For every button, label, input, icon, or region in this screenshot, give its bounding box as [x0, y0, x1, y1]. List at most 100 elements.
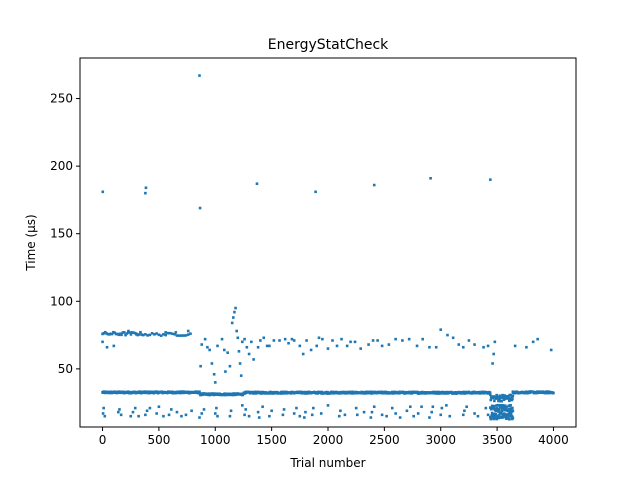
data-point	[198, 206, 202, 210]
data-point	[228, 364, 232, 368]
data-point	[303, 416, 306, 419]
data-point	[216, 414, 219, 418]
data-point	[290, 337, 294, 341]
data-point	[326, 404, 330, 407]
data-point	[429, 177, 432, 180]
data-point	[125, 332, 129, 335]
data-point	[241, 340, 244, 344]
data-point	[498, 394, 502, 398]
data-point	[497, 407, 501, 411]
data-point	[499, 403, 503, 407]
data-point	[486, 413, 490, 417]
data-point	[198, 390, 201, 393]
data-point	[255, 182, 259, 185]
data-point	[372, 183, 376, 187]
data-point	[116, 332, 119, 336]
data-point	[511, 406, 514, 410]
data-point	[155, 332, 158, 335]
data-point	[202, 408, 206, 411]
data-point	[502, 405, 506, 408]
data-point	[398, 416, 402, 419]
data-point	[119, 332, 122, 336]
data-point	[511, 415, 514, 419]
data-point	[162, 333, 165, 336]
data-point	[175, 334, 179, 337]
data-point	[261, 405, 264, 409]
data-point	[367, 343, 370, 346]
data-point	[144, 191, 147, 195]
data-point	[101, 190, 105, 194]
data-point	[380, 413, 384, 417]
data-point	[212, 372, 216, 376]
data-point	[247, 352, 251, 356]
data-point	[268, 414, 271, 418]
data-point	[509, 393, 513, 397]
data-point	[489, 178, 492, 181]
data-point	[186, 329, 190, 333]
data-point	[270, 409, 273, 413]
data-point	[461, 345, 465, 349]
data-point	[106, 332, 110, 336]
y-axis-ticks: 50 100 150 200 250	[50, 92, 80, 376]
data-point	[295, 406, 298, 410]
data-point	[493, 340, 497, 344]
data-point	[505, 417, 508, 421]
data-point	[371, 339, 375, 342]
data-point	[362, 410, 366, 414]
data-point	[503, 404, 507, 407]
data-point	[144, 413, 147, 417]
data-point	[184, 413, 188, 417]
data-point	[155, 412, 158, 415]
data-point	[467, 339, 471, 342]
data-point	[131, 331, 134, 334]
data-point	[448, 414, 452, 418]
data-point	[137, 333, 141, 336]
data-point	[513, 344, 517, 348]
x-tick-label: 500	[147, 433, 170, 447]
y-tick-label: 250	[50, 92, 73, 106]
data-point	[186, 333, 190, 336]
data-point	[256, 410, 260, 414]
data-point	[144, 186, 148, 190]
data-point	[503, 412, 507, 416]
data-point	[415, 344, 419, 348]
data-point	[465, 405, 468, 409]
data-point	[503, 407, 506, 410]
data-point	[326, 347, 330, 350]
data-point	[304, 410, 307, 414]
data-point	[168, 331, 172, 335]
data-point	[501, 404, 505, 407]
data-point	[113, 331, 117, 335]
data-point	[496, 410, 500, 413]
data-point	[489, 398, 493, 402]
data-point	[301, 352, 305, 356]
data-point	[498, 409, 501, 413]
data-point	[390, 406, 394, 410]
data-point	[101, 332, 104, 336]
data-point	[421, 337, 424, 341]
data-point	[135, 332, 138, 336]
data-point	[262, 336, 266, 340]
data-point	[208, 348, 211, 352]
x-tick-label: 1000	[200, 433, 231, 447]
data-point	[232, 316, 235, 319]
data-point	[416, 390, 419, 394]
data-point	[525, 345, 528, 349]
data-point	[256, 345, 260, 349]
data-point	[525, 390, 529, 394]
data-point	[428, 416, 431, 419]
x-tick-label: 1500	[256, 433, 287, 447]
data-point	[511, 409, 515, 413]
data-point	[283, 337, 287, 341]
data-point	[157, 405, 161, 409]
data-point	[237, 350, 241, 353]
data-point	[200, 343, 204, 346]
data-point	[298, 414, 302, 418]
x-tick-label: 0	[99, 433, 107, 447]
data-point	[511, 397, 514, 401]
data-point	[407, 337, 411, 341]
data-point	[493, 399, 496, 403]
data-point	[305, 339, 308, 342]
data-point	[356, 413, 359, 417]
